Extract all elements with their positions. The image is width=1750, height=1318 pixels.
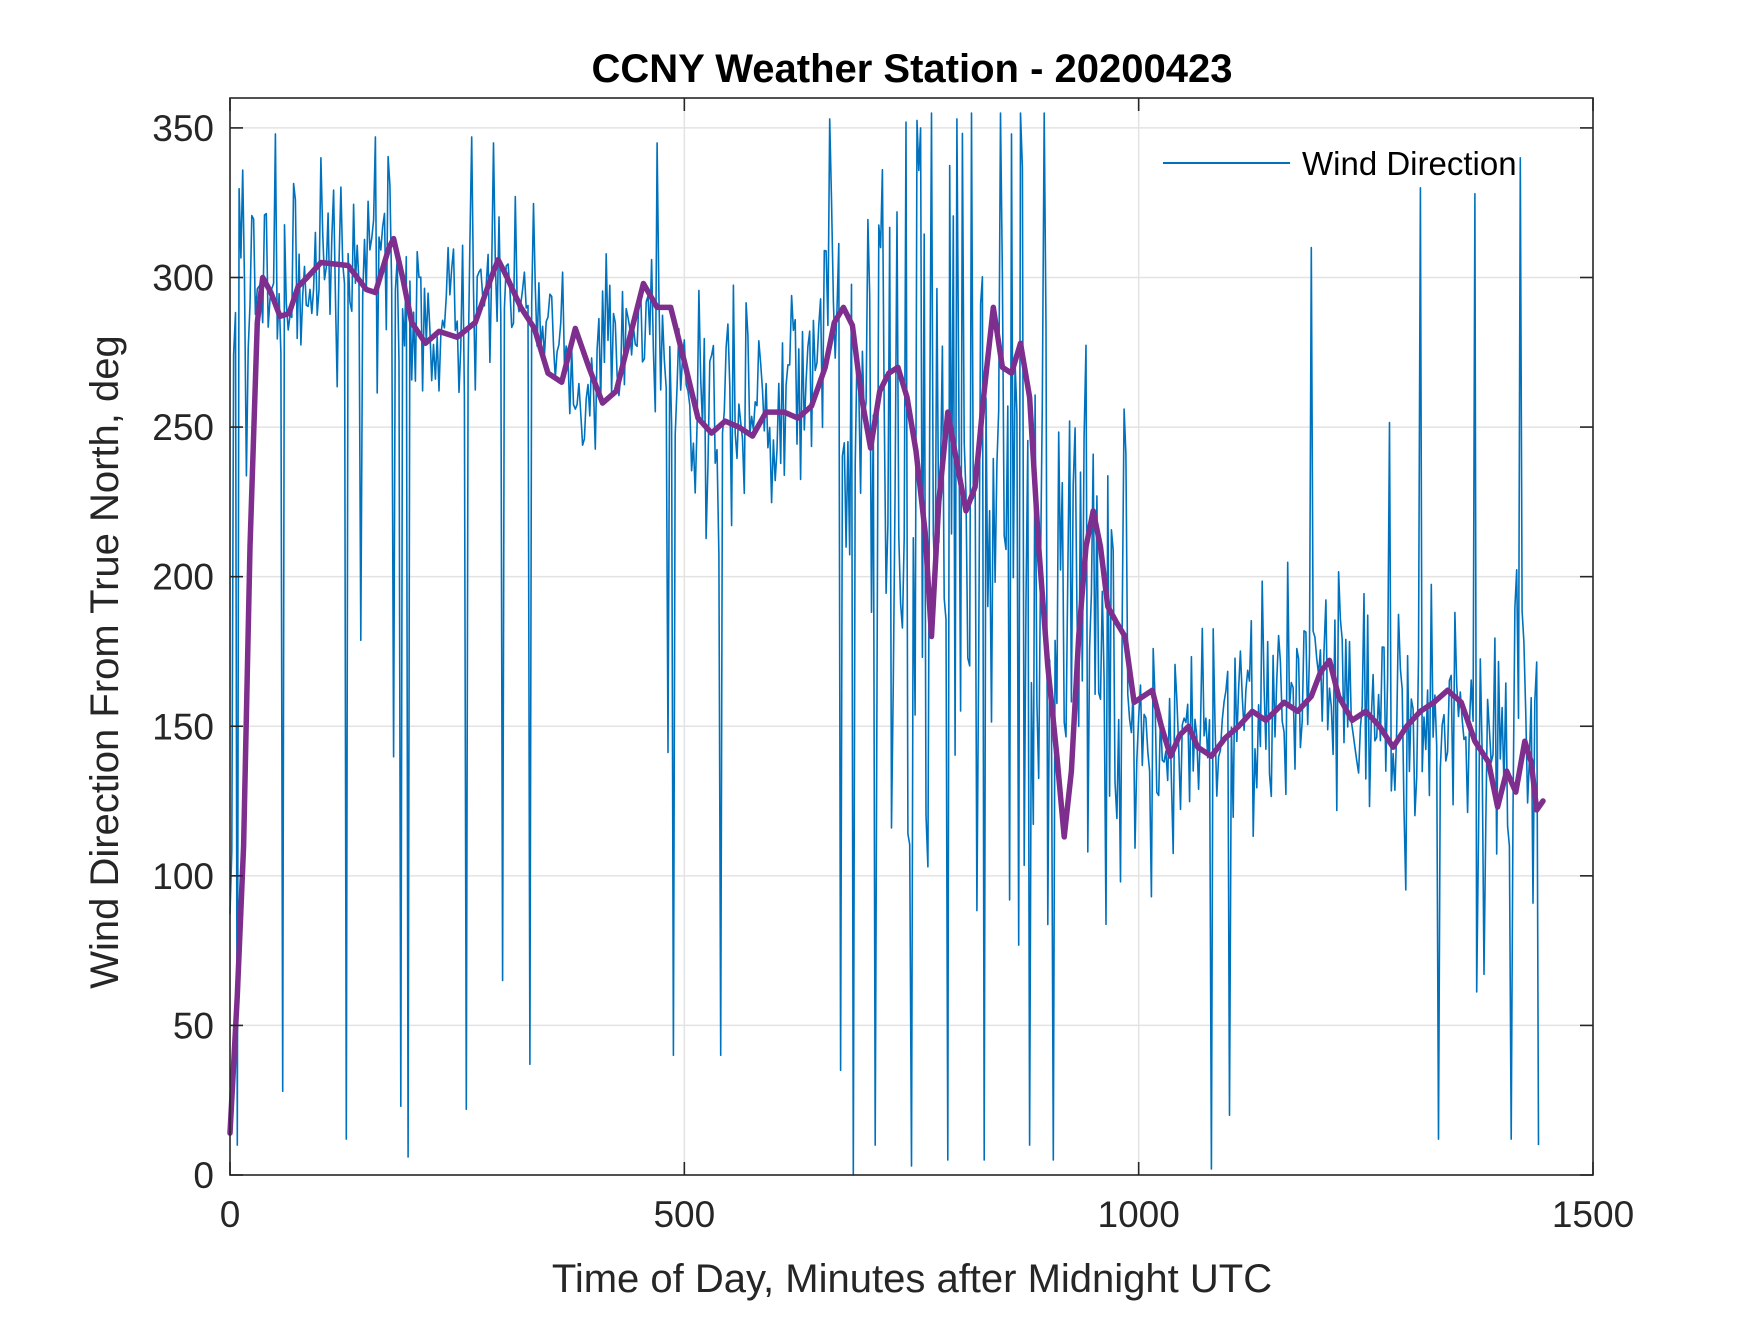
x-axis-label: Time of Day, Minutes after Midnight UTC <box>552 1257 1272 1301</box>
legend-label: Wind Direction <box>1302 145 1517 182</box>
smoothed-line <box>227 235 1546 1136</box>
y-tick-label: 350 <box>152 108 214 149</box>
wind-direction-line <box>229 112 1540 1176</box>
legend: Wind Direction <box>1163 145 1517 182</box>
axes <box>229 97 1594 1176</box>
y-tick-label: 200 <box>152 557 214 598</box>
x-tick-label: 1000 <box>1098 1194 1180 1235</box>
y-tick-label: 0 <box>193 1155 214 1196</box>
x-tick-label: 0 <box>220 1194 241 1235</box>
series-layer <box>227 112 1546 1176</box>
axes-box <box>229 97 1594 1176</box>
chart-title: CCNY Weather Station - 20200423 <box>592 47 1233 91</box>
y-axis-label: Wind Direction From True North, deg <box>83 335 127 989</box>
y-tick-label: 150 <box>152 706 214 747</box>
tick-labels: 0 500 1000 1500 0 50 100 150 200 250 300 350 <box>152 108 1634 1235</box>
y-tick-label: 100 <box>152 856 214 897</box>
y-tick-label: 250 <box>152 407 214 448</box>
y-tick-label: 50 <box>173 1005 214 1046</box>
x-tick-label: 500 <box>653 1194 715 1235</box>
y-tick-label: 300 <box>152 258 214 299</box>
x-tick-label: 1500 <box>1552 1194 1634 1235</box>
